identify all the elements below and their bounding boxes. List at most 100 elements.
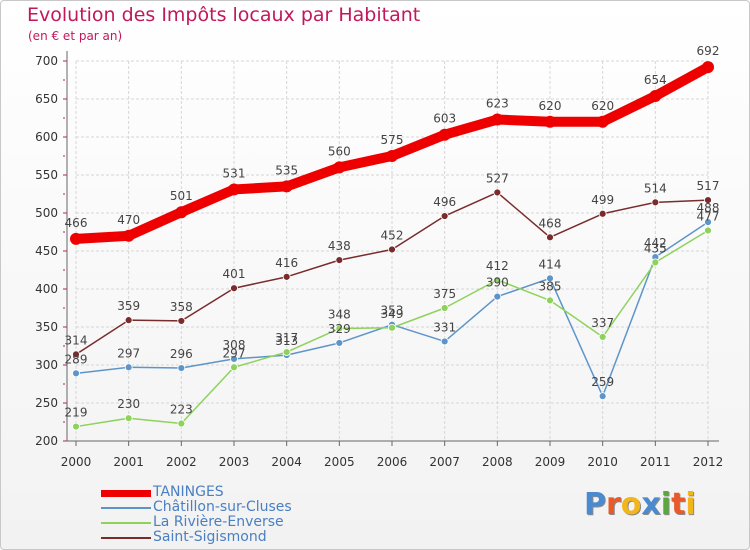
data-label: 488: [697, 201, 720, 215]
data-point: [228, 183, 240, 196]
legend-swatch: [101, 522, 151, 524]
series-la-rivi-re-enverse: [72, 226, 712, 431]
data-label: 337: [591, 316, 614, 330]
data-point: [175, 206, 188, 219]
data-label: 259: [591, 375, 614, 389]
data-point: [177, 419, 186, 428]
data-label: 517: [697, 179, 720, 193]
series-saint-sigismond: [72, 188, 712, 359]
data-point: [280, 180, 293, 193]
data-label: 390: [486, 276, 509, 290]
x-tick-label: 2009: [535, 455, 566, 469]
data-point: [70, 232, 82, 245]
data-label: 535: [275, 163, 298, 177]
data-label: 313: [275, 334, 298, 348]
y-tick-label: 400: [35, 282, 58, 296]
x-tick-label: 2012: [693, 455, 724, 469]
data-label: 499: [591, 193, 614, 207]
data-label: 560: [328, 144, 351, 158]
legend-swatch: [101, 489, 151, 497]
data-point: [177, 364, 186, 372]
data-point: [544, 115, 556, 128]
data-point: [230, 363, 238, 372]
logo-letter: x: [641, 487, 661, 522]
data-label: 317: [275, 331, 298, 345]
data-point: [335, 256, 344, 265]
data-point: [649, 89, 662, 102]
data-label: 527: [486, 171, 509, 185]
axes: 200 250 300 350 400 450 500 550 600 650 700 2000 200…: [35, 51, 723, 469]
data-point: [440, 337, 449, 346]
y-tick-label: 200: [35, 434, 58, 448]
data-label: 359: [117, 299, 140, 313]
data-point: [702, 61, 714, 74]
y-tick-label: 500: [35, 206, 58, 220]
logo-letter: o: [620, 487, 642, 522]
logo-letter: r: [606, 487, 621, 522]
data-point: [335, 324, 344, 333]
data-labels: 466 470 501 531 535 560 575 603 623 620 620 654 692 2…: [65, 44, 720, 419]
legend-label: TANINGES: [153, 484, 224, 500]
y-tick-label: 300: [35, 358, 58, 372]
data-label: 692: [697, 44, 720, 58]
logo-letter: i: [660, 487, 672, 522]
data-label: 412: [486, 259, 509, 273]
data-label: 297: [223, 346, 246, 360]
data-label: 496: [433, 195, 456, 209]
legend-label: Saint-Sigismond: [153, 529, 267, 545]
x-tick-label: 2005: [324, 455, 355, 469]
x-tick-label: 2000: [61, 455, 92, 469]
data-label: 452: [381, 228, 404, 242]
data-label: 348: [328, 308, 351, 322]
data-point: [230, 355, 238, 363]
data-label: 477: [697, 209, 720, 223]
data-point: [493, 188, 502, 197]
logo-letter: i: [685, 487, 696, 522]
data-label: 654: [644, 73, 667, 87]
data-label: 289: [65, 352, 88, 366]
data-label: 438: [328, 239, 351, 253]
data-label: 331: [433, 320, 456, 334]
data-label: 620: [591, 99, 614, 113]
data-point: [546, 296, 554, 305]
proxiti-logo: Proxiti: [584, 487, 696, 522]
data-point: [388, 323, 396, 332]
data-point: [598, 392, 607, 401]
data-point: [651, 198, 660, 207]
data-label: 501: [170, 189, 193, 203]
data-point: [546, 233, 554, 242]
data-label: 623: [486, 97, 509, 111]
chart-title: Evolution des Impôts locaux par Habitant: [27, 4, 421, 26]
data-point: [388, 245, 396, 254]
data-label: 375: [433, 287, 456, 301]
data-point: [438, 128, 451, 141]
x-tick-label: 2001: [113, 455, 144, 469]
x-tick-label: 2011: [640, 455, 671, 469]
data-point: [72, 369, 80, 378]
data-label: 435: [644, 241, 667, 255]
data-label: 297: [117, 346, 140, 360]
data-point: [704, 196, 712, 204]
data-label: 620: [539, 99, 562, 113]
data-label: 308: [223, 338, 246, 352]
data-label: 230: [117, 397, 140, 411]
data-point: [440, 212, 449, 220]
data-point: [124, 414, 133, 423]
data-label: 223: [170, 403, 193, 417]
data-point: [335, 339, 344, 347]
x-tick-label: 2006: [377, 455, 408, 469]
data-label: 466: [65, 216, 88, 230]
y-tick-label: 700: [35, 54, 58, 68]
data-label: 401: [223, 267, 246, 281]
legend-swatch: [101, 507, 151, 509]
series-lines: [70, 61, 714, 431]
data-point: [124, 363, 133, 372]
series-taninges: [70, 61, 714, 245]
data-point: [122, 229, 135, 242]
data-point: [598, 209, 607, 218]
legend-label: La Rivière-Enverse: [153, 514, 284, 530]
x-tick-label: 2010: [587, 455, 618, 469]
data-point: [704, 218, 712, 227]
